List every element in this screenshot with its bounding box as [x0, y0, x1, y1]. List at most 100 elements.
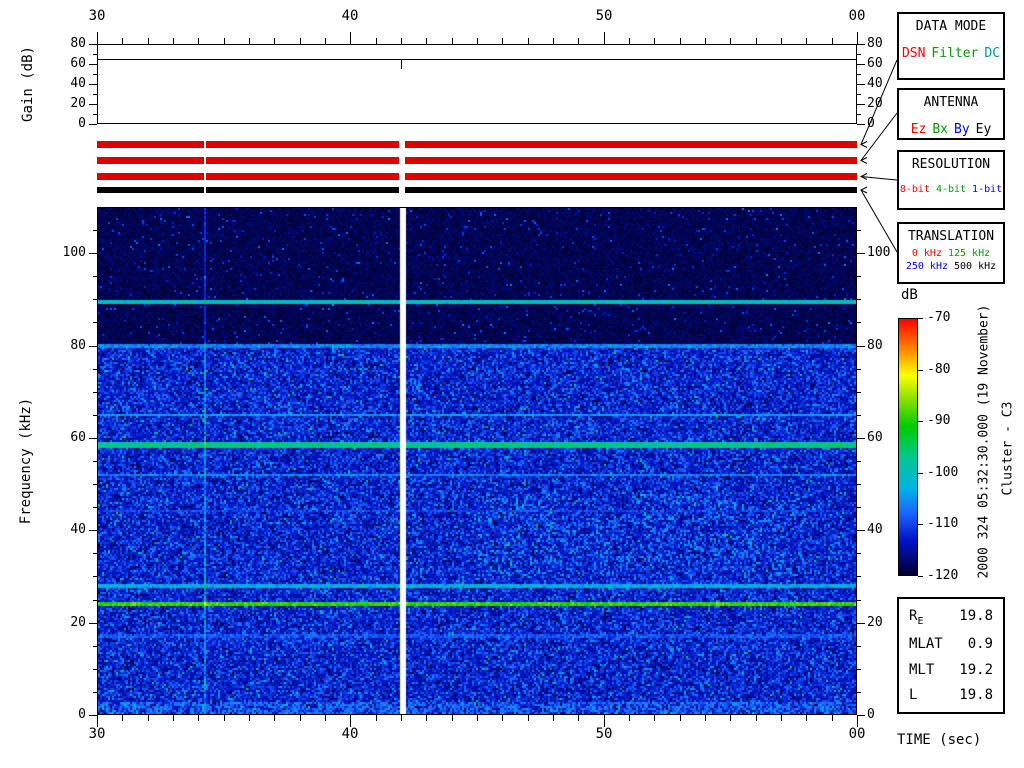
ephemeris-value: 19.8: [959, 607, 993, 624]
time-tick-bottom: [477, 715, 478, 721]
panel-option: Bx: [932, 122, 948, 137]
time-tick-label-bottom: 00: [848, 726, 866, 742]
time-tick-bottom: [857, 715, 858, 727]
time-tick-bottom: [376, 715, 377, 721]
time-tick-label-bottom: 50: [595, 726, 613, 742]
time-tick-bottom: [300, 715, 301, 721]
time-tick-bottom: [452, 715, 453, 721]
ephemeris-label: MLAT: [909, 636, 943, 653]
gain-tick-label-left: 40: [70, 76, 86, 91]
freq-tick-left: [89, 346, 97, 347]
time-tick-bottom: [604, 715, 605, 727]
freq-tick-right: [857, 346, 865, 347]
freq-tick-right: [857, 392, 861, 393]
time-axis-label: TIME (sec): [897, 732, 982, 748]
time-tick-bottom: [654, 715, 655, 721]
ephemeris-label: MLT: [909, 661, 935, 678]
panel-option: DSN: [901, 46, 926, 61]
gain-tick-label-left: 0: [78, 116, 86, 131]
freq-tick-label-left: 20: [70, 615, 86, 630]
freq-tick-right: [857, 299, 861, 300]
colorbar-tick-label: -120: [927, 568, 959, 583]
gain-tick-label-left: 60: [70, 56, 86, 71]
ephemeris-box: RE 19.8 MLAT 0.9 MLT 19.2 L 19.8: [897, 597, 1005, 714]
freq-tick-right: [857, 415, 861, 416]
time-tick-bottom: [528, 715, 529, 721]
bar-gap: [204, 173, 206, 180]
bar-gap: [399, 187, 405, 193]
gain-tick-left: [89, 44, 97, 45]
panel-option: Ez: [910, 122, 927, 137]
bar-gap: [399, 141, 405, 148]
panel-option: By: [954, 122, 970, 137]
spectrogram-frame: [97, 207, 857, 715]
time-tick-bottom: [274, 715, 275, 721]
freq-tick-right: [857, 553, 861, 554]
freq-tick-right: [857, 646, 861, 647]
panel-option: 8-bit: [899, 184, 930, 195]
time-tick-bottom: [680, 715, 681, 721]
freq-tick-label-left: 40: [70, 522, 86, 537]
time-tick-bottom: [249, 715, 250, 721]
bar-gap: [204, 187, 206, 193]
panel-options: 0 kHz 125 kHz: [899, 248, 1003, 259]
time-tick-bottom: [198, 715, 199, 721]
panel-title: TRANSLATION: [907, 229, 995, 244]
colorbar-tick: [918, 524, 923, 525]
time-tick-bottom: [224, 715, 225, 721]
freq-tick-right: [857, 530, 865, 531]
ephemeris-label: L: [909, 687, 918, 704]
freq-tick-right: [857, 507, 861, 508]
panel-option: DC: [984, 46, 1001, 61]
time-tick-bottom: [629, 715, 630, 721]
panel-antenna: ANTENNA Ez Bx By Ey: [897, 88, 1005, 140]
panel-option: 125 kHz: [947, 248, 991, 259]
colorbar-title: dB: [901, 287, 918, 303]
time-tick-bottom: [426, 715, 427, 721]
colorbar-tick-label: -110: [927, 516, 959, 531]
ephemeris-row: L 19.8: [909, 687, 993, 703]
freq-tick-left: [89, 623, 97, 624]
freq-tick-right: [857, 576, 861, 577]
resolution-bar: [97, 173, 857, 180]
freq-tick-right: [857, 600, 861, 601]
ephemeris-value: 19.8: [959, 687, 993, 704]
freq-tick-right: [857, 438, 865, 439]
colorbar-tick: [918, 370, 923, 371]
gain-tick-label-left: 20: [70, 96, 86, 111]
freq-tick-right: [857, 322, 861, 323]
panel-options: DSN Filter DC: [899, 46, 1003, 61]
ephemeris-row: MLT 19.2: [909, 662, 993, 678]
spacecraft-annotation: Cluster - C3: [1000, 401, 1016, 496]
freq-tick-label-left: 80: [70, 338, 86, 353]
time-tick-label-top: 40: [341, 8, 359, 24]
panel-translation: TRANSLATION 0 kHz 125 kHz 250 kHz 500 kHz: [897, 222, 1005, 284]
colorbar-tick: [918, 421, 923, 422]
colorbar-tick-label: -80: [927, 362, 951, 377]
time-tick-label-top: 30: [88, 8, 106, 24]
gain-tick-left: [89, 84, 97, 85]
time-tick-bottom: [705, 715, 706, 721]
spectrogram-canvas: [98, 208, 856, 714]
time-tick-bottom: [325, 715, 326, 721]
gain-trace-line: [98, 59, 856, 60]
gain-axis-label: Gain (dB): [20, 46, 36, 122]
panel-option: 1-bit: [972, 184, 1003, 195]
freq-tick-left: [89, 253, 97, 254]
time-tick-bottom: [781, 715, 782, 721]
panel-option: 0 kHz: [911, 248, 942, 259]
freq-tick-right: [857, 484, 861, 485]
time-tick-top: [350, 32, 351, 44]
panel-options: Ez Bx By Ey: [899, 122, 1003, 137]
time-tick-bottom: [832, 715, 833, 721]
freq-tick-label-left: 100: [62, 245, 86, 260]
time-tick-top: [604, 32, 605, 44]
time-tick-top: [97, 32, 98, 44]
time-tick-bottom: [578, 715, 579, 721]
panel-title: DATA MODE: [915, 19, 987, 34]
freq-tick-label-left: 0: [78, 707, 86, 722]
freq-tick-left: [89, 715, 97, 716]
bar-gap: [399, 157, 405, 164]
time-tick-bottom: [730, 715, 731, 721]
panel-title: RESOLUTION: [911, 157, 991, 172]
